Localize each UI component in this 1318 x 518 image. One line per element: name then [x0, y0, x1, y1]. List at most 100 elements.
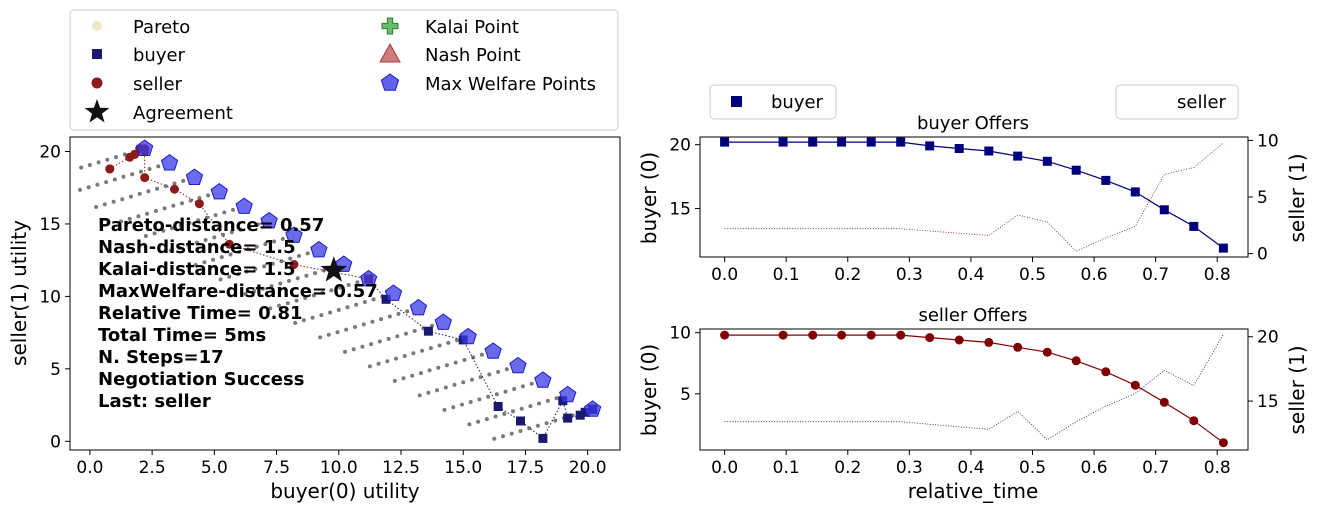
scatter-x-tick-label: 2.5 — [139, 458, 166, 478]
scatter-y-tick-label: 5 — [50, 360, 61, 380]
scatter-x-tick-label: 17.5 — [507, 458, 545, 478]
outcome-dot — [377, 339, 382, 344]
outcome-dot — [387, 314, 392, 319]
scatter-x-tick-label: 15.0 — [444, 458, 482, 478]
outcome-dot — [147, 167, 152, 171]
buyer-offers-main-point — [1013, 151, 1023, 161]
legend-marker-seller — [91, 77, 103, 89]
outcome-dot — [227, 274, 232, 279]
outcome-dot — [260, 286, 265, 291]
outcome-dot — [219, 255, 224, 260]
buyer-offer-point — [538, 433, 548, 443]
outcome-dot — [469, 377, 474, 382]
legend-label-seller: seller — [133, 74, 183, 95]
legend-marker-agreement — [84, 99, 110, 123]
outcome-dot — [186, 243, 191, 248]
outcome-dot — [545, 398, 550, 403]
scatter-marks — [78, 139, 602, 443]
scatter-axes-frame — [69, 136, 621, 451]
offers-legend-seller-box — [1115, 84, 1239, 120]
outcome-dot — [479, 352, 484, 357]
seller-offers-title: seller Offers — [918, 305, 1027, 326]
outcome-dot — [278, 281, 283, 286]
seller-offers-main-point — [866, 330, 876, 340]
seller-offers-x-tick-label: 0.8 — [1204, 458, 1231, 478]
max-welfare-point — [285, 226, 303, 243]
buyer-offers-y-axis-label: buyer (0) — [637, 152, 661, 244]
outcome-dot — [410, 373, 415, 378]
outcome-dot — [512, 387, 517, 391]
outcome-dot — [245, 247, 250, 252]
buyer-offers-main-point — [1189, 221, 1199, 231]
outcome-dot — [153, 209, 158, 213]
seller-offers-plot: seller Offers 0.0 0.1 0.2 0.3 0.4 0.5 0.6 0.7 0.… — [637, 305, 1309, 503]
seller-offers-main-point — [954, 335, 964, 345]
outcome-dot — [303, 296, 308, 300]
seller-offers-main-point — [1218, 438, 1228, 448]
outcome-dot — [544, 421, 549, 426]
outcome-dot — [197, 196, 202, 200]
seller-offers-x-tick-label: 0.2 — [834, 458, 861, 478]
outcome-dot — [417, 393, 422, 398]
outcome-dot — [351, 347, 356, 352]
outcome-dot — [442, 407, 447, 412]
seller-offers-x-tick-label: 0.3 — [896, 458, 923, 478]
seller-offers-marks — [720, 330, 1228, 448]
outcome-dot — [493, 414, 498, 419]
outcome-dot — [181, 178, 186, 183]
outcome-dot — [137, 191, 142, 196]
outcome-dot — [353, 325, 357, 329]
outcome-dot — [467, 422, 472, 427]
offers-legend-buyer-box — [709, 84, 837, 120]
seller-offers-x-tick-label: 0.5 — [1019, 458, 1046, 478]
outcome-dot — [528, 404, 533, 409]
outcome-dot — [404, 331, 408, 336]
outcome-dot — [468, 400, 473, 404]
max-welfare-point — [434, 313, 452, 330]
outcome-dot — [396, 311, 401, 316]
legend-marker-pareto — [92, 21, 102, 31]
buyer-offers-main-point — [778, 137, 788, 147]
buyer-offers-main-point — [866, 137, 876, 147]
max-welfare-point — [136, 139, 154, 156]
outcome-dot — [392, 378, 397, 383]
outcome-dot — [228, 252, 233, 257]
seller-offers-main-point — [1159, 397, 1169, 407]
legend-marker-nash — [379, 42, 401, 63]
outcome-dot — [156, 164, 161, 169]
legend-label-agreement: Agreement — [133, 103, 233, 124]
buyer-offer-point — [563, 413, 573, 423]
outcome-dot — [272, 239, 277, 244]
outcome-dot — [193, 263, 198, 267]
offers-legend-seller-label: seller — [1177, 92, 1227, 113]
outcome-dot — [270, 261, 275, 266]
outcome-dot — [329, 288, 334, 293]
seller-offer-point — [224, 239, 234, 249]
outcome-dot — [112, 177, 117, 182]
scatter-x-axis-label: buyer(0) utility — [270, 479, 419, 503]
scatter-x-tick-label: 10.0 — [320, 458, 358, 478]
buyer-offer-point — [575, 410, 585, 420]
buyer-offers-main-point — [954, 144, 964, 153]
outcome-dot — [461, 380, 466, 385]
negotiation-stats: Pareto-distance= 0.57 Nash-distance= 1.5… — [98, 215, 378, 412]
max-welfare-point — [235, 197, 253, 214]
seller-offers-y-right-tick-label: 15 — [1257, 392, 1279, 412]
outcome-dot — [412, 329, 417, 333]
outcome-dot — [355, 280, 360, 285]
outcome-dot — [95, 182, 100, 187]
outcome-dot — [426, 390, 431, 395]
seller-offers-main-point — [1189, 416, 1199, 426]
offers-legend-seller: seller — [1115, 84, 1239, 120]
outcome-dot — [518, 429, 523, 433]
outcome-dot — [172, 181, 177, 186]
seller-offers-y-axis-label: buyer (0) — [637, 344, 661, 436]
outcome-dot — [104, 180, 109, 185]
outcome-dot — [453, 360, 458, 365]
outcome-dot — [168, 248, 173, 253]
outcome-dot — [501, 434, 505, 439]
outcome-dot — [288, 256, 293, 261]
outcome-dot — [320, 290, 325, 295]
outcome-dot — [280, 236, 285, 241]
